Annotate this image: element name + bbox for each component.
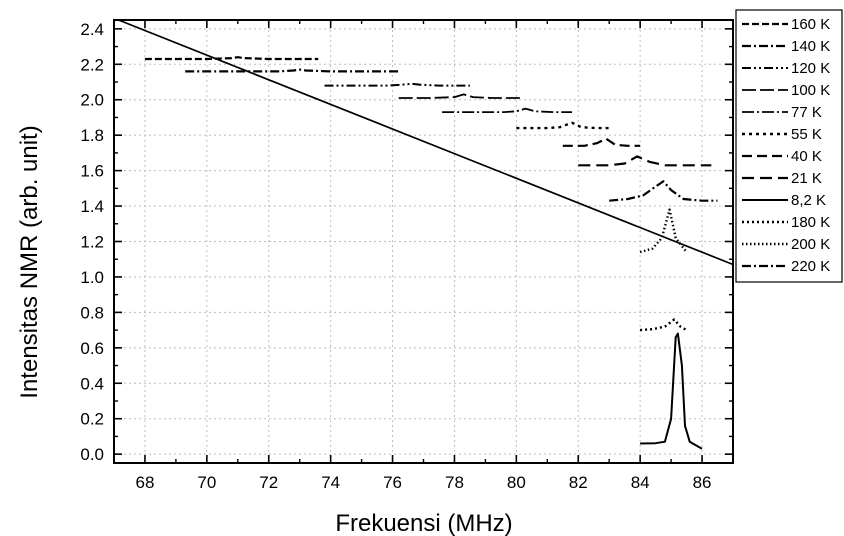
y-tick-label: 0.4 bbox=[80, 374, 104, 393]
y-tick-label: 2.0 bbox=[80, 91, 104, 110]
x-tick-label: 78 bbox=[445, 473, 464, 492]
legend-label: 180 K bbox=[791, 214, 830, 231]
y-axis-title: Intensitas NMR (arb. unit) bbox=[16, 125, 43, 398]
x-tick-label: 82 bbox=[569, 473, 588, 492]
x-tick-label: 70 bbox=[197, 473, 216, 492]
legend-label: 40 K bbox=[791, 148, 822, 165]
series-line-55-k bbox=[516, 121, 610, 130]
legend-box bbox=[735, 9, 843, 283]
legend-label: 8,2 K bbox=[791, 192, 826, 209]
legend-label: 220 K bbox=[791, 258, 830, 275]
legend-label: 55 K bbox=[791, 126, 822, 143]
series-line-100-k bbox=[398, 93, 523, 99]
legend-label: 100 K bbox=[791, 82, 830, 99]
x-tick-label: 76 bbox=[383, 473, 402, 492]
legend-label: 77 K bbox=[791, 104, 822, 121]
y-tick-label: 2.4 bbox=[80, 20, 104, 39]
x-axis-title: Frekuensi (MHz) bbox=[335, 510, 512, 536]
series-line-40-k bbox=[562, 137, 641, 147]
y-tick-label: 1.2 bbox=[80, 233, 104, 252]
legend-label: 21 K bbox=[791, 170, 822, 187]
x-tick-label: 72 bbox=[259, 473, 278, 492]
trend-line bbox=[116, 20, 733, 266]
y-tick-label: 1.0 bbox=[80, 268, 104, 287]
y-tick-label: 0.0 bbox=[80, 445, 104, 464]
x-tick-label: 68 bbox=[135, 473, 154, 492]
series-line-160-k bbox=[144, 56, 319, 61]
legend-label: 160 K bbox=[791, 16, 830, 33]
series-line-77-k bbox=[442, 107, 573, 113]
series-layer bbox=[116, 20, 733, 450]
y-tick-label: 1.8 bbox=[80, 126, 104, 145]
y-tick-label: 0.2 bbox=[80, 410, 104, 429]
legend-label: 140 K bbox=[791, 38, 830, 55]
legend-label: 120 K bbox=[791, 60, 830, 77]
grid bbox=[114, 20, 733, 463]
series-line-200-k bbox=[639, 208, 688, 254]
y-tick-label: 2.2 bbox=[80, 55, 104, 74]
x-tick-label: 80 bbox=[507, 473, 526, 492]
x-tick-label: 84 bbox=[631, 473, 650, 492]
x-tick-label: 74 bbox=[321, 473, 340, 492]
series-line-140-k bbox=[185, 68, 399, 73]
series-line-220-k bbox=[609, 180, 718, 202]
series-line-21-k bbox=[578, 155, 712, 167]
series-line-8-2-k bbox=[640, 332, 703, 450]
series-line-180-k bbox=[640, 318, 688, 332]
legend: 160 K 140 K 120 K 100 K 77 K 55 K 40 K 21 K 8,2 … bbox=[735, 9, 843, 283]
legend-label: 200 K bbox=[791, 236, 830, 253]
y-tick-label: 1.4 bbox=[80, 197, 104, 216]
y-tick-label: 0.8 bbox=[80, 303, 104, 322]
axes: 68 70 72 74 76 78 80 82 84 86 0.0 0.2 0.4 0.6 0.8 1.0 1.… bbox=[80, 20, 734, 492]
y-tick-label: 1.6 bbox=[80, 162, 104, 181]
series-line-120-k bbox=[324, 82, 470, 87]
x-tick-label: 86 bbox=[693, 473, 712, 492]
y-tick-label: 0.6 bbox=[80, 339, 104, 358]
